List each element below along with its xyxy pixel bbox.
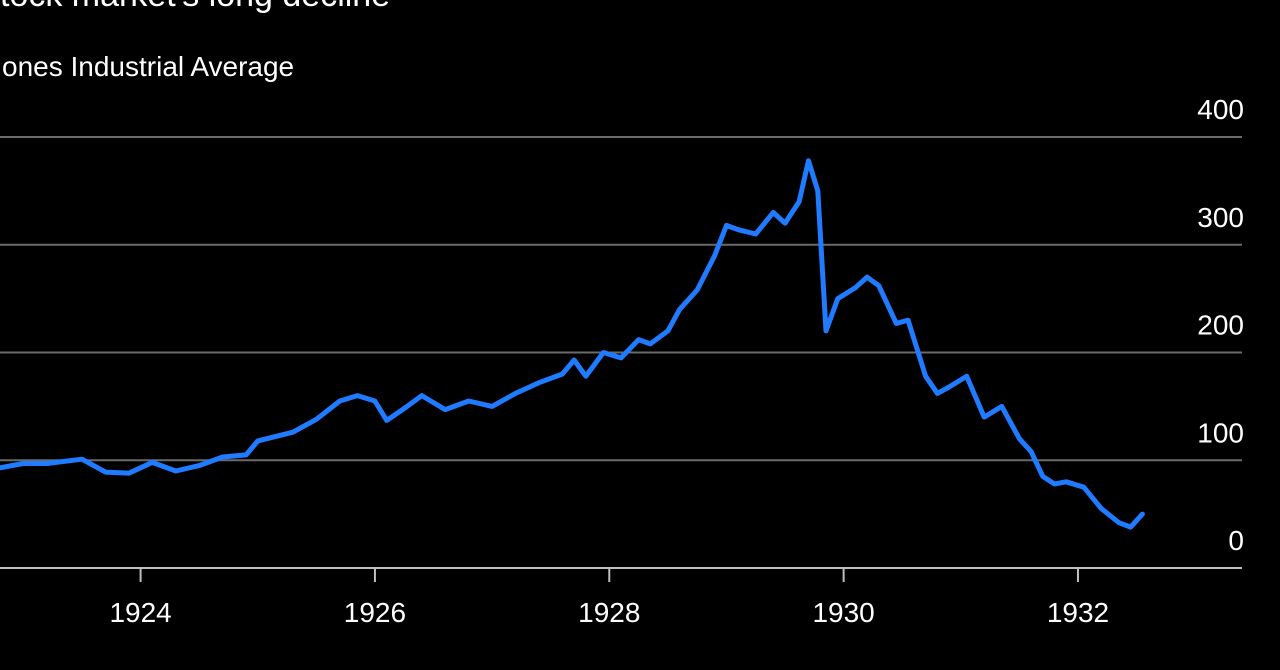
chart-title: tock market's long decline — [0, 0, 390, 14]
y-axis-ticks: 0 100 200 300 400 — [1197, 94, 1244, 556]
x-tick-label: 1932 — [1047, 597, 1109, 628]
y-tick-label: 200 — [1197, 310, 1244, 341]
chart-subtitle: Jones Industrial Average — [0, 51, 294, 82]
y-tick-label: 300 — [1197, 202, 1244, 233]
y-tick-label: 400 — [1197, 94, 1244, 125]
y-tick-label: 0 — [1228, 525, 1244, 556]
x-tick-label: 1928 — [578, 597, 640, 628]
series-line-dow-jones — [0, 158, 1145, 530]
x-axis-ticks: 1924 1926 1928 1930 1932 — [109, 568, 1109, 628]
x-tick-label: 1926 — [344, 597, 406, 628]
y-tick-label: 100 — [1197, 417, 1244, 448]
x-tick-label: 1930 — [812, 597, 874, 628]
x-tick-label: 1924 — [109, 597, 171, 628]
gridlines — [0, 136, 1242, 462]
